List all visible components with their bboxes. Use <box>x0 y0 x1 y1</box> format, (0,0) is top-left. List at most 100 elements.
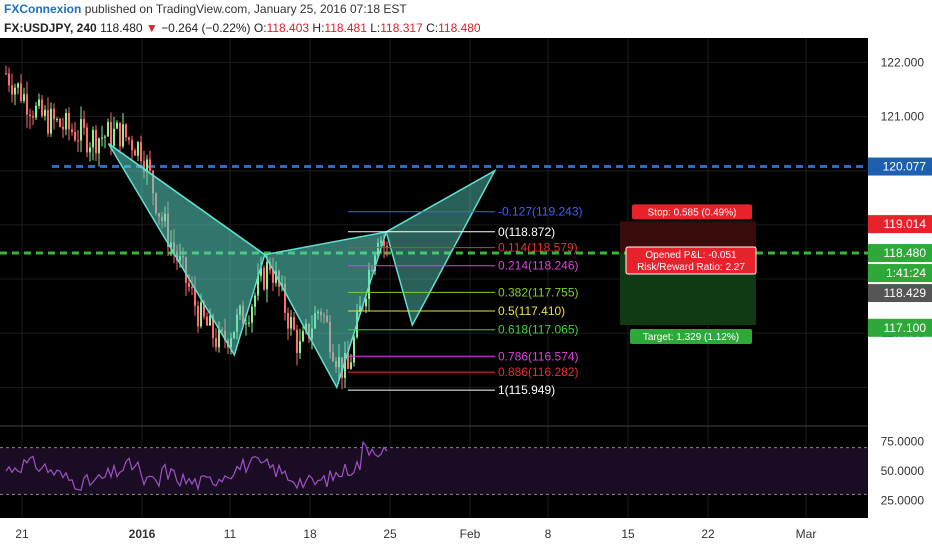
candle-body <box>347 353 349 369</box>
fib-label: 0.618(117.065) <box>498 323 579 337</box>
candle-body <box>83 119 85 128</box>
candle-body <box>254 295 256 307</box>
pnl-box[interactable] <box>625 246 757 275</box>
time-axis <box>0 518 868 550</box>
countdown-box <box>868 264 932 283</box>
time-axis-labels: 21 2016 11 18 25 Feb 8 15 22 Mar <box>15 527 816 541</box>
price-tag-box <box>868 318 932 337</box>
open-label: O: <box>253 21 267 35</box>
symbol-label[interactable]: FX:USDJPY, 240 <box>4 21 97 35</box>
symbol-header: FX:USDJPY, 240 118.480 ▼ −0.264 (−0.22%)… <box>0 19 932 38</box>
candle-body <box>29 114 31 117</box>
candle-body <box>47 109 49 134</box>
candle-body <box>35 105 37 118</box>
candle-body <box>41 99 43 116</box>
rsi-panel <box>0 425 868 495</box>
candle-body <box>383 240 385 247</box>
candle-body <box>110 122 112 146</box>
candle-body <box>71 129 73 133</box>
candle-body <box>44 109 46 116</box>
target-label-box[interactable] <box>630 329 752 345</box>
candle-body <box>206 316 208 326</box>
time-tick-label: 11 <box>224 527 237 541</box>
candle-body <box>260 267 262 277</box>
publish-header: FXConnexion published on TradingView.com… <box>0 0 932 19</box>
publisher-name[interactable]: FXConnexion <box>4 2 82 16</box>
pattern-triangle-bcd[interactable] <box>263 230 388 390</box>
rsi-tick-label: 75.0000 <box>881 435 925 449</box>
candle-body <box>125 124 127 138</box>
stop-label-box[interactable] <box>632 204 752 220</box>
price-change: −0.264 (−0.22%) <box>161 21 251 35</box>
open-value: 118.403 <box>266 21 310 35</box>
candle-body <box>257 276 259 296</box>
time-tick-label: 21 <box>15 527 29 541</box>
last-price: 118.480 <box>100 21 143 35</box>
fib-label: 0.382(117.755) <box>498 285 579 299</box>
candle-body <box>11 85 13 95</box>
candle-body <box>149 159 151 171</box>
candle-body <box>263 267 265 290</box>
candle-body <box>119 122 121 147</box>
close-label: C: <box>426 21 439 35</box>
fibonacci-levels: -0.127(119.243) 0(118.872) 0.114(118.579) 0… <box>348 205 583 397</box>
fib-label: 0.786(116.574) <box>498 349 579 363</box>
published-text: published on TradingView.com, January 25… <box>84 2 407 16</box>
short-position-tool[interactable]: Stop: 0.585 (0.49%) Opened P&L: -0.051Ris… <box>625 204 757 345</box>
rr-label: Risk/Reward Ratio: 2.27 <box>637 262 745 273</box>
candle-body <box>299 341 301 353</box>
price-tag-label: 120.077 <box>883 160 927 174</box>
candle-body <box>251 306 253 323</box>
cursor-price-box <box>868 284 932 303</box>
high-value: 118.481 <box>324 21 367 35</box>
candle-body <box>8 73 10 86</box>
candle-body <box>59 118 61 127</box>
candle-body <box>26 94 28 115</box>
price-tags: 120.077 119.014 118.480 117.100 1:41:24 118.4… <box>868 157 932 337</box>
candle-body <box>386 246 388 248</box>
candle-body <box>290 317 292 329</box>
price-tag-box <box>868 215 932 234</box>
candle-body <box>23 94 25 101</box>
fib-label: -0.127(119.243) <box>498 205 583 219</box>
candle-body <box>95 129 97 154</box>
candle-body <box>65 113 67 130</box>
candle-body <box>128 137 130 140</box>
price-tag-label: 119.014 <box>884 217 927 231</box>
candle-body <box>293 317 295 330</box>
candle-body <box>344 353 346 378</box>
candle-body <box>296 329 298 353</box>
time-tick-label: Feb <box>460 527 481 541</box>
candle-body <box>77 140 79 142</box>
price-tick-label: 121.000 <box>881 110 925 124</box>
candle-body <box>122 124 124 147</box>
price-tag-label: 118.480 <box>884 246 927 260</box>
candle-body <box>101 137 103 139</box>
high-label: H: <box>312 21 325 35</box>
time-tick-label: 2016 <box>129 527 156 541</box>
time-tick-label: 22 <box>701 527 715 541</box>
candle-body <box>302 331 304 342</box>
candle-body <box>188 282 190 287</box>
candle-body <box>68 113 70 130</box>
candle-body <box>62 126 64 130</box>
candle-body <box>266 262 268 290</box>
candle-body <box>197 305 199 327</box>
candle-body <box>215 338 217 348</box>
candle-body <box>98 138 100 154</box>
candle-body <box>50 108 52 134</box>
close-value: 118.480 <box>438 21 481 35</box>
down-arrow-icon: ▼ <box>145 21 158 35</box>
fib-label: 0(118.872) <box>498 225 555 239</box>
rsi-tick-label: 50.0000 <box>881 464 925 478</box>
candle-body <box>137 142 139 156</box>
pnl-label: Opened P&L: -0.051 <box>645 250 737 261</box>
candle-body <box>245 323 247 325</box>
candle-body <box>146 159 148 173</box>
price-chart[interactable]: -0.127(119.243) 0(118.872) 0.114(118.579) 0… <box>0 38 932 550</box>
time-tick-label: 25 <box>383 527 397 541</box>
candle-body <box>365 298 367 307</box>
rsi-band <box>0 447 868 495</box>
target-label: Target: 1.329 (1.12%) <box>643 332 739 343</box>
candle-body <box>218 329 220 348</box>
